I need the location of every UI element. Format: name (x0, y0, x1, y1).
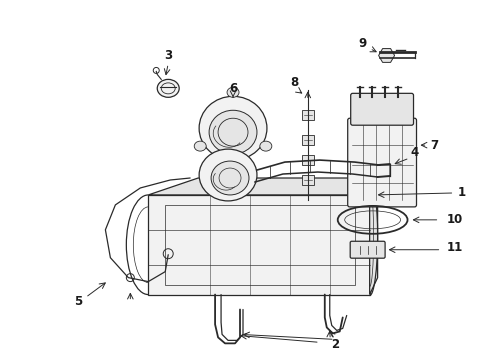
Ellipse shape (259, 141, 271, 151)
Text: 11: 11 (446, 241, 462, 254)
Text: 5: 5 (74, 295, 82, 308)
Ellipse shape (157, 80, 179, 97)
Bar (301, 155, 313, 165)
Text: 4: 4 (409, 145, 418, 159)
FancyBboxPatch shape (347, 118, 416, 207)
Polygon shape (148, 178, 377, 195)
FancyBboxPatch shape (350, 93, 413, 125)
Ellipse shape (199, 96, 266, 160)
Ellipse shape (199, 149, 256, 201)
Bar (301, 135, 313, 145)
Ellipse shape (209, 110, 256, 154)
FancyBboxPatch shape (349, 241, 385, 258)
Text: 8: 8 (290, 76, 298, 89)
Text: 10: 10 (446, 213, 462, 226)
Polygon shape (378, 49, 394, 62)
Text: 2: 2 (330, 338, 338, 351)
Bar (301, 175, 313, 185)
Text: 9: 9 (358, 37, 366, 50)
Polygon shape (148, 195, 369, 294)
Polygon shape (369, 178, 377, 294)
Bar (301, 110, 313, 120)
Text: 6: 6 (228, 82, 237, 95)
Ellipse shape (226, 87, 239, 97)
Text: 1: 1 (456, 186, 465, 199)
Text: 7: 7 (429, 139, 438, 152)
Ellipse shape (194, 141, 206, 151)
Text: 3: 3 (164, 49, 172, 62)
Ellipse shape (211, 161, 248, 195)
